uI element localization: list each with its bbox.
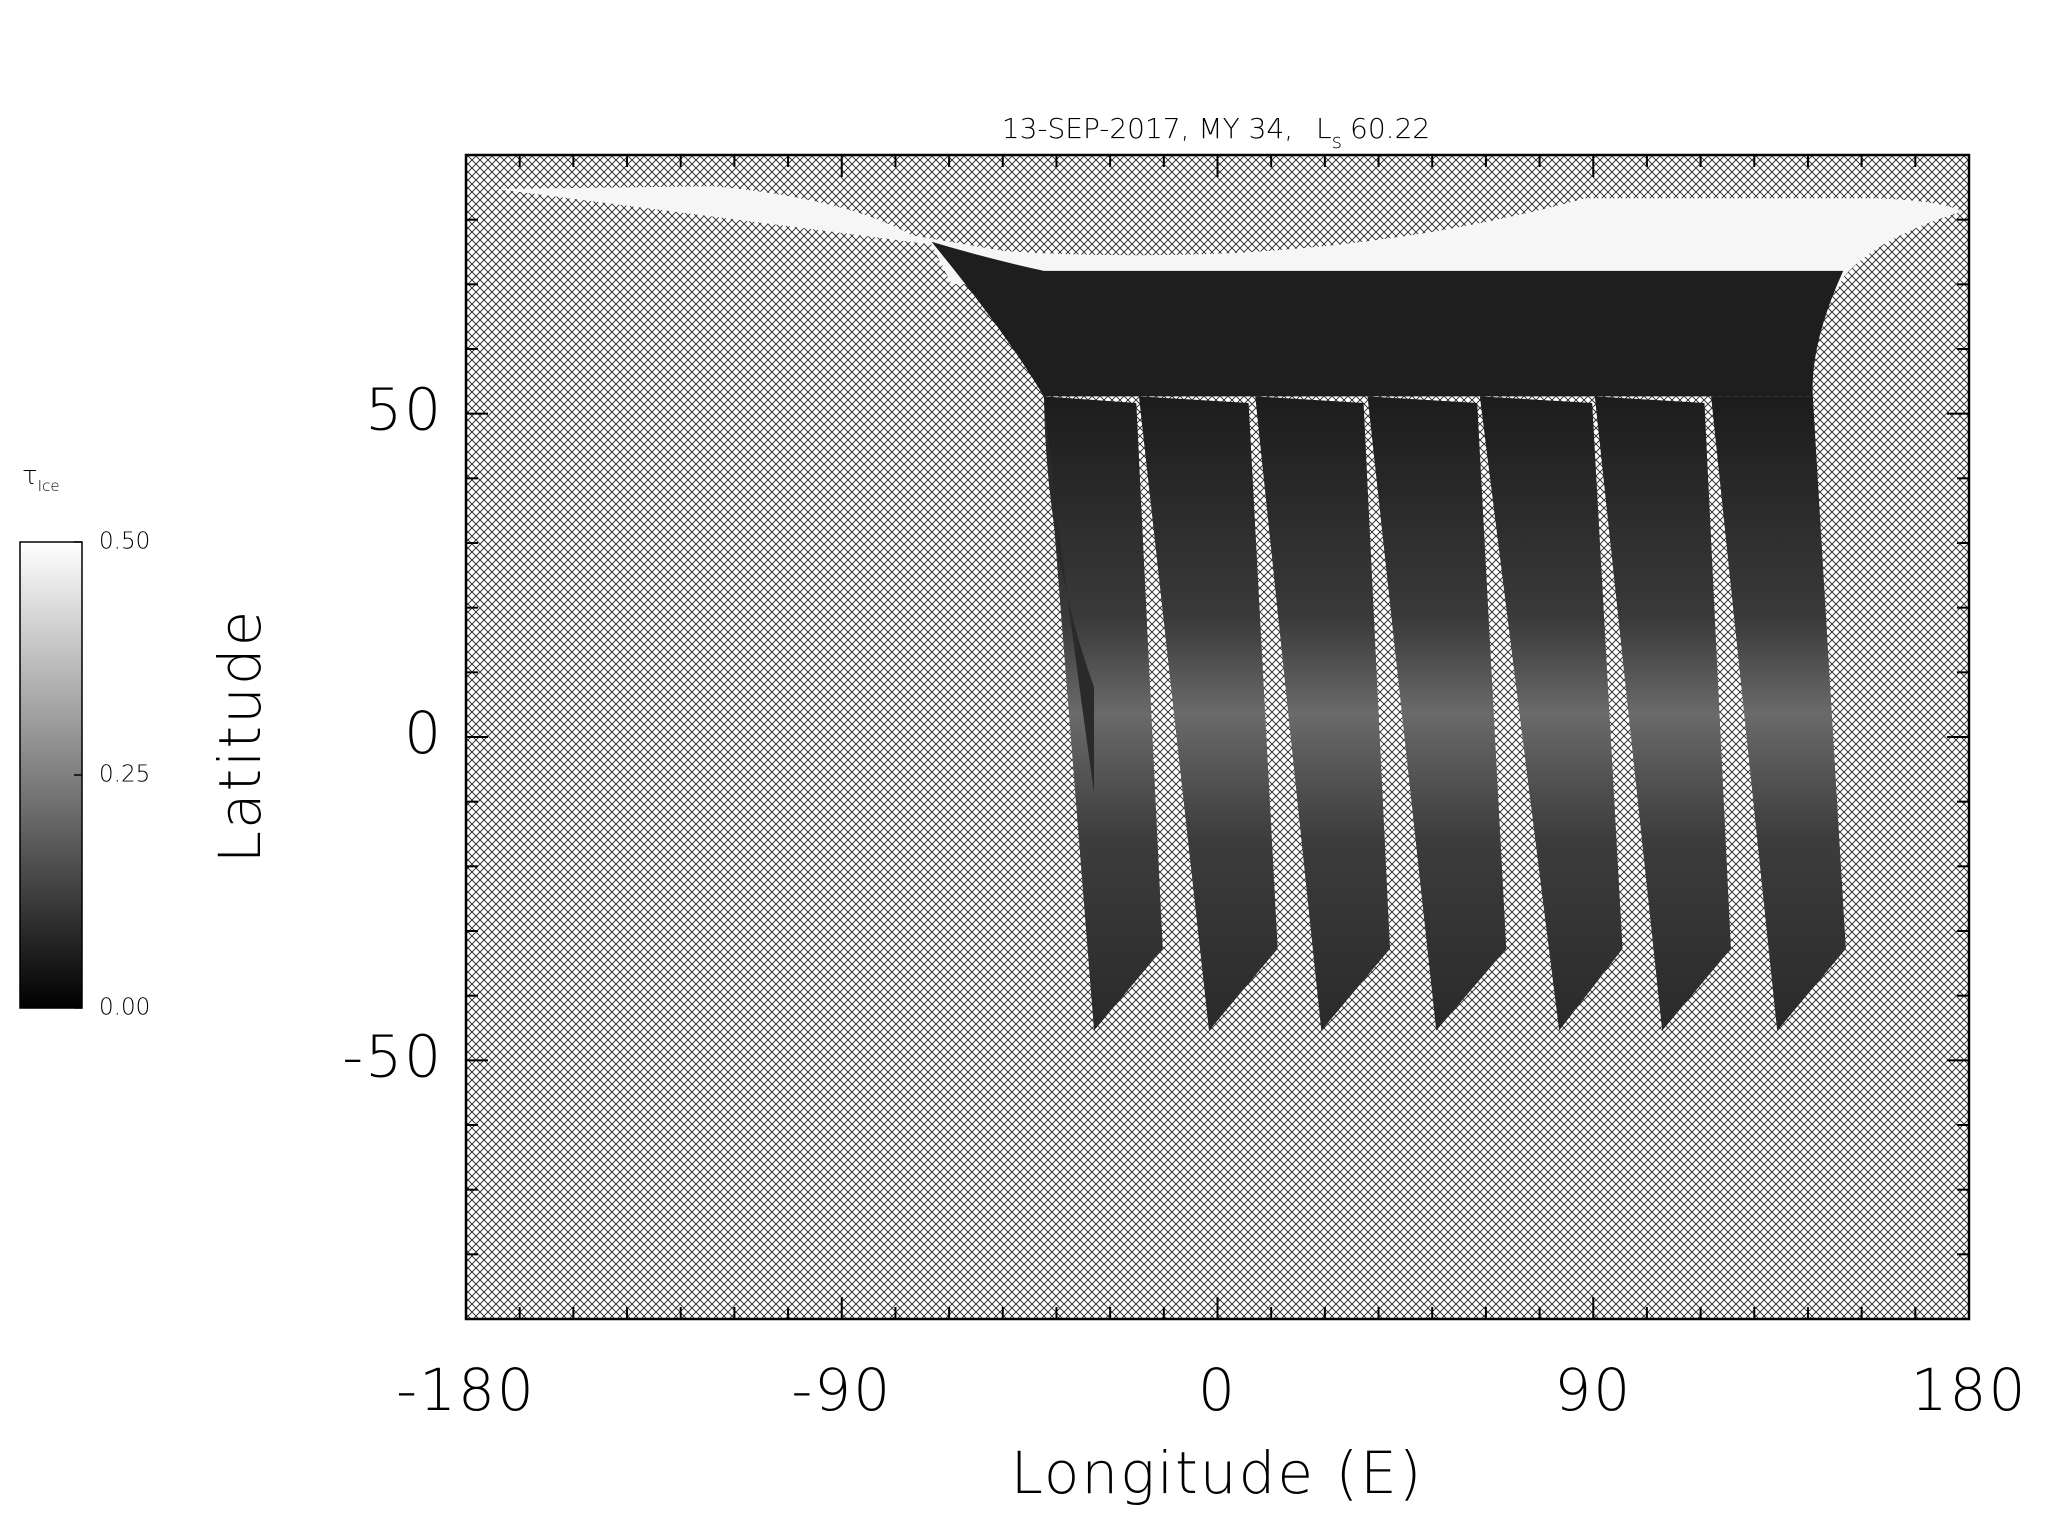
title-subscript: s: [1332, 129, 1342, 153]
colorbar-subscript: Ice: [38, 477, 60, 495]
map-image: [495, 186, 1963, 1031]
title-text: 13-SEP-2017, MY 34,: [1002, 112, 1293, 145]
x-tick-label: 180: [1911, 1356, 2028, 1424]
title-value: 60.22: [1350, 112, 1430, 145]
colorbar-tick-label: 0.50: [99, 529, 150, 555]
y-tick-label: 50: [365, 376, 443, 444]
colorbar-tick-label: 0.25: [99, 762, 150, 788]
x-tick-label: -90: [791, 1356, 892, 1424]
y-axis-label: Latitude: [206, 609, 274, 864]
colorbar-tick-label: 0.00: [99, 995, 150, 1021]
y-tick-label: 0: [404, 699, 443, 767]
title-symbol: L: [1316, 112, 1332, 145]
chart-title: 13-SEP-2017, MY 34, Ls 60.22: [1002, 112, 1430, 153]
y-tick-label: -50: [342, 1022, 443, 1090]
colorbar: [19, 541, 83, 1009]
x-tick-label: 0: [1198, 1356, 1237, 1424]
x-axis-label: Longitude (E): [1011, 1439, 1424, 1507]
colorbar-symbol: τ: [22, 461, 38, 491]
x-tick-label: -180: [396, 1356, 536, 1424]
colorbar-label: τIce: [22, 461, 60, 495]
x-tick-label: 90: [1554, 1356, 1632, 1424]
